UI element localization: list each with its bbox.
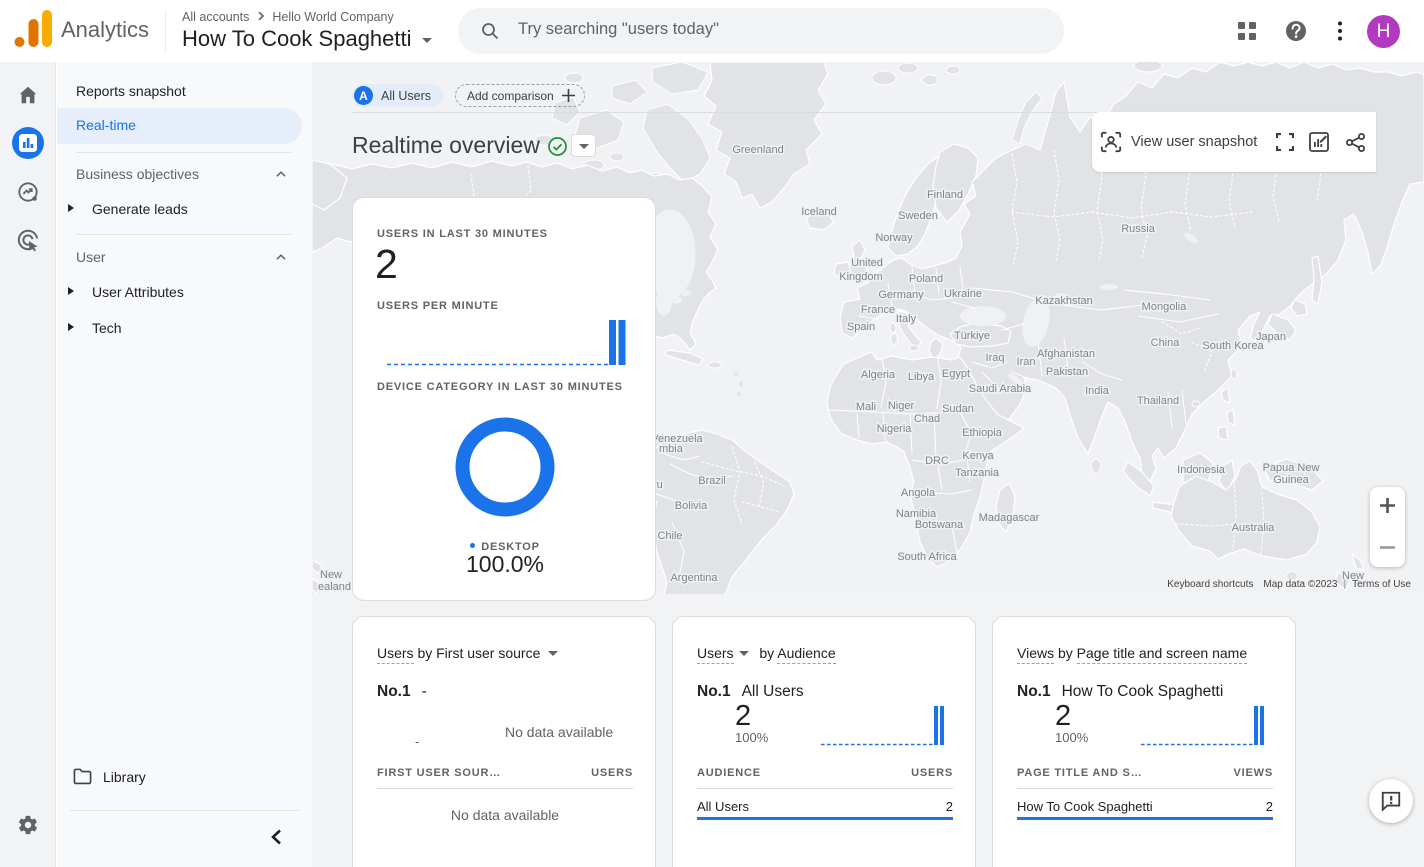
svg-text:Namibia: Namibia: [896, 508, 937, 520]
svg-text:Thailand: Thailand: [1137, 395, 1179, 407]
svg-text:Egypt: Egypt: [942, 368, 970, 380]
svg-text:Norway: Norway: [875, 232, 913, 244]
svg-text:Niger: Niger: [888, 400, 915, 412]
svg-text:Guinea: Guinea: [1273, 474, 1309, 486]
svg-text:Iraq: Iraq: [986, 352, 1005, 364]
svg-text:Ethiopia: Ethiopia: [962, 427, 1003, 439]
svg-text:Papua New: Papua New: [1263, 462, 1320, 474]
svg-text:Ukraine: Ukraine: [944, 288, 982, 300]
svg-text:Sweden: Sweden: [898, 210, 938, 222]
svg-text:Italy: Italy: [896, 313, 917, 325]
svg-text:Venezuela: Venezuela: [651, 433, 703, 445]
svg-text:Germany: Germany: [878, 289, 924, 301]
svg-text:Algeria: Algeria: [861, 369, 896, 381]
svg-text:Nigeria: Nigeria: [877, 423, 913, 435]
svg-text:New: New: [1342, 570, 1364, 582]
svg-text:Chile: Chile: [657, 530, 682, 542]
svg-text:China: China: [1151, 337, 1181, 349]
svg-text:United: United: [851, 257, 883, 269]
svg-text:Iran: Iran: [1017, 356, 1036, 368]
svg-text:Kenya: Kenya: [962, 450, 994, 462]
svg-text:Sudan: Sudan: [942, 403, 974, 415]
svg-text:South Africa: South Africa: [897, 551, 957, 563]
svg-text:Angola: Angola: [901, 487, 936, 499]
svg-text:Greenland: Greenland: [732, 144, 783, 156]
svg-text:South Korea: South Korea: [1202, 340, 1264, 352]
svg-text:Mongolia: Mongolia: [1142, 301, 1188, 313]
svg-text:Indonesia: Indonesia: [1177, 464, 1226, 476]
svg-text:Poland: Poland: [909, 273, 943, 285]
svg-text:Bolivia: Bolivia: [675, 500, 708, 512]
svg-text:Chad: Chad: [914, 413, 940, 425]
svg-text:Spain: Spain: [847, 321, 875, 333]
svg-text:Japan: Japan: [1256, 331, 1286, 343]
svg-text:Saudi Arabia: Saudi Arabia: [969, 383, 1032, 395]
svg-text:Türkiye: Türkiye: [954, 330, 990, 342]
svg-text:New: New: [320, 569, 342, 581]
svg-text:Finland: Finland: [927, 189, 963, 201]
svg-text:Brazil: Brazil: [698, 475, 726, 487]
svg-text:DRC: DRC: [925, 455, 949, 467]
svg-text:Kazakhstan: Kazakhstan: [1035, 295, 1092, 307]
svg-text:Tanzania: Tanzania: [955, 467, 1000, 479]
svg-text:Australia: Australia: [1232, 522, 1276, 534]
svg-text:Libya: Libya: [908, 371, 935, 383]
svg-text:Argentina: Argentina: [670, 572, 718, 584]
svg-text:Pakistan: Pakistan: [1046, 366, 1088, 378]
svg-text:Madagascar: Madagascar: [979, 512, 1040, 524]
svg-text:Kingdom: Kingdom: [839, 271, 882, 283]
svg-text:Afghanistan: Afghanistan: [1037, 348, 1095, 360]
svg-text:mbia: mbia: [659, 443, 684, 455]
svg-text:Botswana: Botswana: [915, 519, 964, 531]
svg-text:India: India: [1085, 385, 1110, 397]
svg-text:Iceland: Iceland: [801, 206, 836, 218]
svg-text:France: France: [861, 304, 895, 316]
svg-text:ealand: ealand: [318, 581, 351, 593]
svg-text:Russia: Russia: [1121, 223, 1156, 235]
svg-text:Mali: Mali: [856, 401, 876, 413]
